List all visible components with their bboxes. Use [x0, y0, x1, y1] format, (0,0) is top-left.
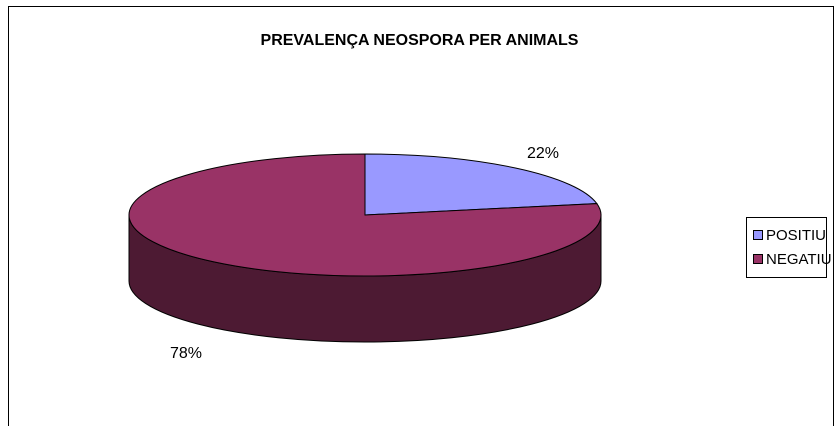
data-label-positiu: 22% [527, 145, 559, 162]
data-label-negatiu: 78% [170, 345, 202, 362]
legend: POSITIU NEGATIU [746, 217, 832, 278]
pie-slice-negatiu [128, 153, 602, 277]
legend-label-positiu: POSITIU [766, 226, 827, 244]
legend-item-positiu: POSITIU [753, 226, 826, 244]
legend-label-negatiu: NEGATIU [766, 250, 832, 268]
legend-swatch-positiu [753, 230, 763, 240]
legend-swatch-negatiu [753, 254, 763, 264]
legend-item-negatiu: NEGATIU [753, 250, 832, 268]
pie-slice-positiu [364, 153, 598, 216]
chart-title: PREVALENÇA NEOSPORA PER ANIMALS [260, 32, 579, 49]
